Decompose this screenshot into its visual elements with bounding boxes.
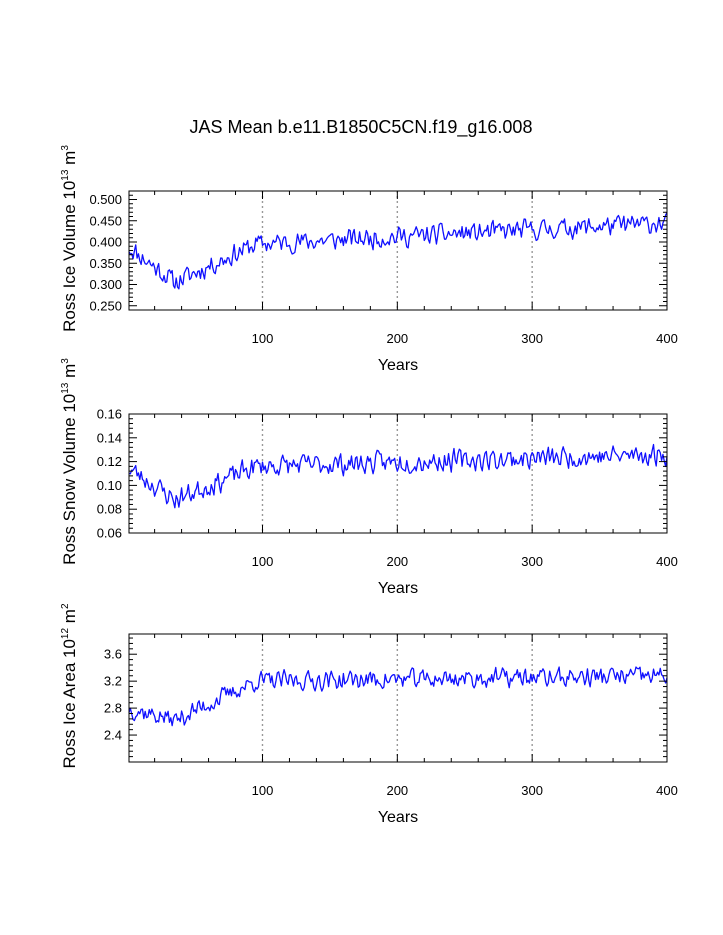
- x-tick-label: 100: [252, 554, 274, 569]
- x-tick-label: 300: [521, 554, 543, 569]
- x-tick-label: 400: [656, 783, 678, 798]
- x-tick-label: 100: [252, 331, 274, 346]
- plot-frame: [128, 413, 668, 534]
- x-tick-label: 100: [252, 783, 274, 798]
- series-line: [128, 443, 668, 509]
- x-axis-label: Years: [378, 809, 418, 826]
- y-tick-label: 0.12: [97, 454, 122, 469]
- x-tick-label: 200: [386, 554, 408, 569]
- y-tick-label: 0.450: [89, 213, 122, 228]
- y-tick-label: 2.4: [104, 728, 122, 743]
- y-axis-label: Ross Snow Volume 1013 m3: [60, 358, 79, 565]
- y-tick-label: 0.250: [89, 298, 122, 313]
- y-tick-label: 0.300: [89, 277, 122, 292]
- y-tick-label: 0.10: [97, 478, 122, 493]
- x-tick-label: 200: [386, 783, 408, 798]
- x-tick-label: 200: [386, 331, 408, 346]
- plot-frame: [128, 633, 668, 763]
- y-tick-label: 2.8: [104, 701, 122, 716]
- x-axis-label: Years: [378, 580, 418, 597]
- y-tick-label: 0.500: [89, 192, 122, 207]
- panel-ross-snow-volume: 100 200 300 400 0.06 0.08 0.10 0.12 0.14 0.16 Year…: [60, 358, 678, 597]
- x-tick-label: 400: [656, 331, 678, 346]
- x-tick-label: 300: [521, 783, 543, 798]
- panel-ross-ice-area: 100 200 300 400 2.4 2.8 3.2 3.6 Years Ross Ice Ar…: [60, 603, 678, 826]
- y-tick-label: 0.14: [97, 430, 122, 445]
- series-line: [128, 212, 668, 290]
- series-line: [128, 666, 668, 727]
- y-tick-label: 0.16: [97, 407, 122, 422]
- y-axis-label: Ross Ice Area 1012 m2: [60, 603, 79, 768]
- y-tick-label: 0.400: [89, 235, 122, 250]
- y-tick-label: 0.06: [97, 526, 122, 541]
- y-axis-label: Ross Ice Volume 1013 m3: [60, 145, 79, 332]
- y-tick-label: 3.2: [104, 674, 122, 689]
- x-tick-label: 300: [521, 331, 543, 346]
- x-tick-label: 400: [656, 554, 678, 569]
- y-tick-label: 3.6: [104, 647, 122, 662]
- x-axis-label: Years: [378, 357, 418, 374]
- panel-ross-ice-volume: 100 200 300 400 0.250 0.300 0.350 0.400 0.450 0.5…: [60, 145, 678, 374]
- y-tick-label: 0.08: [97, 502, 122, 517]
- chart-title: JAS Mean b.e11.B1850C5CN.f19_g16.008: [190, 117, 533, 138]
- y-tick-label: 0.350: [89, 256, 122, 271]
- panels: 100 200 300 400 0.250 0.300 0.350 0.400 0.450 0.5…: [60, 145, 678, 826]
